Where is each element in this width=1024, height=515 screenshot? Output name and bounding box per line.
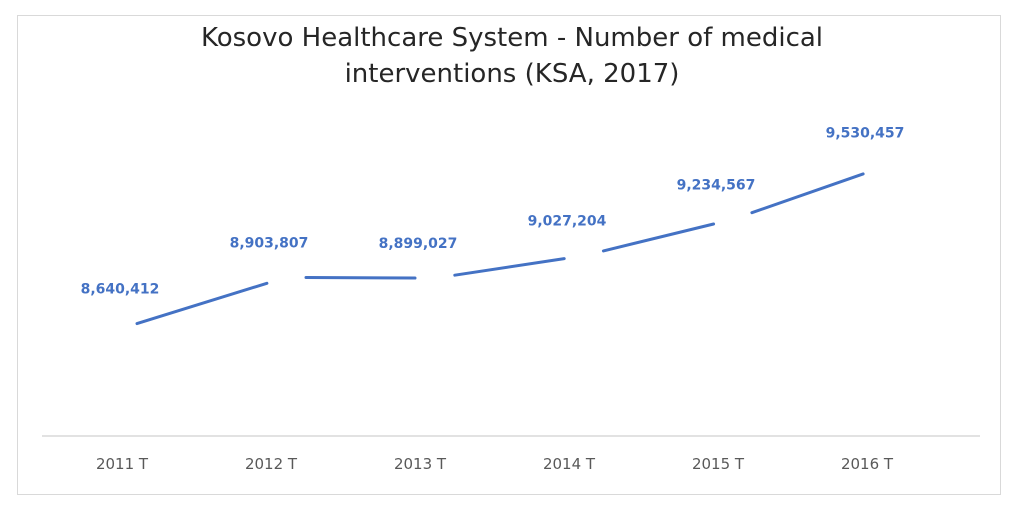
x-tick-label-3: 2013 T [394,455,447,473]
data-label-2: 8,903,807 [230,235,309,251]
series-line [135,172,865,326]
chart-area [17,15,1001,495]
x-tick-label-6: 2016 T [841,455,894,473]
x-tick-label-1: 2011 T [96,455,149,473]
data-label-6: 9,530,457 [826,125,905,141]
x-tick-label-2: 2012 T [245,455,298,473]
line-segment-5 [750,172,865,215]
chart-title-line-2: interventions (KSA, 2017) [344,59,680,89]
line-segment-2 [304,275,417,280]
line-segment-4 [601,222,716,253]
data-label-1: 8,640,412 [81,282,160,298]
line-segment-3 [453,257,566,277]
x-tick-label-4: 2014 T [543,455,596,473]
x-tick-label-5: 2015 T [692,455,745,473]
data-labels: 8,640,412 8,903,807 8,899,027 9,027,204 9,23… [81,125,905,297]
data-label-4: 9,027,204 [528,214,607,230]
x-axis-ticks: 2011 T 2012 T 2013 T 2014 T 2015 T 2016 T [96,455,894,473]
data-label-5: 9,234,567 [677,177,756,193]
chart-title-line-1: Kosovo Healthcare System - Number of med… [200,23,824,53]
line-segment-1 [135,281,269,326]
data-label-3: 8,899,027 [379,236,458,252]
chart-title: Kosovo Healthcare System - Number of med… [0,20,1024,92]
